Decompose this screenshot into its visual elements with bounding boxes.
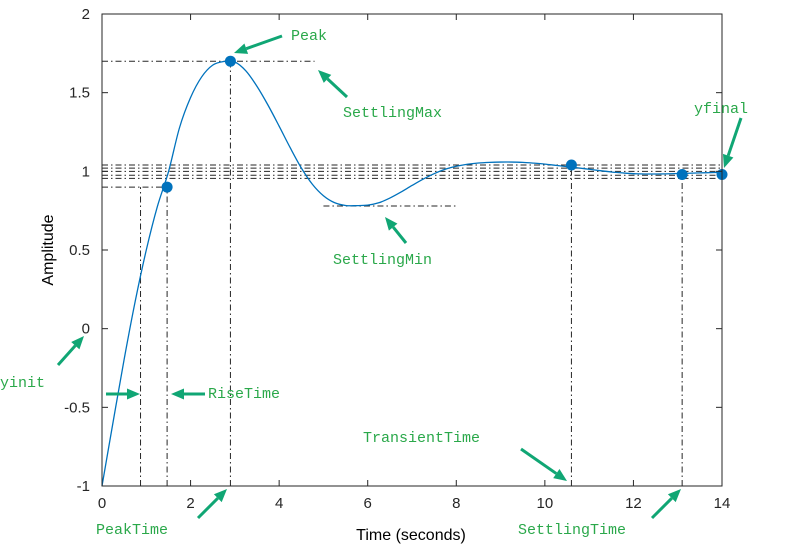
- transient-time-arrow-head: [553, 469, 567, 481]
- peak-time-arrow: [196, 489, 227, 520]
- settling-max-arrow: [318, 70, 349, 99]
- settling-time-arrow: [650, 489, 681, 520]
- peak-annotation: Peak: [291, 28, 327, 45]
- y-tick-label: -1: [77, 478, 90, 495]
- yfinal-arrow: [722, 117, 743, 168]
- settling-min-arrow-shaft: [392, 226, 408, 244]
- x-tick-label: 6: [364, 495, 372, 512]
- settling-max-arrow-head: [318, 70, 332, 83]
- axis-ticks: 0 2 4 6 8 10 12 14 -1 -0.5 0 0.5 1 1.5 2: [64, 6, 730, 512]
- yfinal-arrow-shaft: [726, 117, 743, 157]
- x-tick-label: 2: [186, 495, 194, 512]
- response-curve: [101, 60, 723, 487]
- rise-time-annotation: RiseTime: [208, 386, 280, 403]
- settling-max-arrow-shaft: [326, 77, 349, 99]
- rise-end-arrow: [171, 388, 205, 400]
- settling-min-arrow-head: [385, 217, 398, 231]
- y-tick-label: 1: [82, 163, 90, 180]
- settling-min-annotation: SettlingMin: [333, 252, 432, 269]
- marker-transient: [565, 159, 577, 171]
- y-tick-label: 0.5: [69, 242, 90, 259]
- y-tick-label: 1.5: [69, 85, 90, 102]
- yfinal-annotation: yfinal: [694, 101, 748, 118]
- yinit-annotation: yinit: [0, 375, 45, 392]
- characteristic-markers: [161, 55, 728, 193]
- peak-time-arrow-head: [213, 489, 227, 503]
- settling-max-annotation: SettlingMax: [343, 105, 442, 122]
- peak-arrow-head: [234, 43, 249, 54]
- transient-time-arrow: [520, 447, 567, 481]
- guide-lines: [102, 60, 722, 486]
- y-tick-label: 0: [82, 321, 90, 338]
- transient-time-arrow-shaft: [520, 447, 558, 475]
- settling-time-arrow-shaft: [650, 497, 673, 520]
- yinit-arrow-shaft: [56, 344, 77, 367]
- rise-end-arrow-head: [171, 388, 184, 400]
- rise-start-arrow-head: [127, 388, 140, 400]
- x-tick-label: 8: [452, 495, 460, 512]
- settling-time-arrow-head: [667, 489, 681, 503]
- x-tick-label: 10: [537, 495, 554, 512]
- y-tick-label: 2: [82, 6, 90, 23]
- x-tick-label: 14: [714, 495, 731, 512]
- marker-peak: [224, 55, 236, 67]
- y-axis-label: Amplitude: [40, 214, 57, 285]
- marker-settling: [676, 168, 688, 180]
- annotation-arrows: [56, 34, 743, 520]
- x-tick-label: 4: [275, 495, 283, 512]
- marker-rise-end: [161, 181, 173, 193]
- rise-start-arrow: [106, 388, 140, 400]
- settling-min-arrow: [385, 217, 408, 244]
- yinit-arrow: [56, 336, 84, 367]
- transient-time-annotation: TransientTime: [363, 430, 480, 447]
- peak-arrow: [234, 34, 283, 54]
- yfinal-arrow-head: [722, 153, 734, 168]
- x-tick-label: 12: [625, 495, 642, 512]
- peak-arrow-shaft: [245, 34, 283, 51]
- peak-time-arrow-shaft: [196, 497, 219, 520]
- peak-time-annotation: PeakTime: [96, 522, 168, 539]
- x-axis-label: Time (seconds): [356, 527, 466, 544]
- y-tick-label: -0.5: [64, 399, 90, 416]
- x-tick-label: 0: [98, 495, 106, 512]
- plot-frame: [101, 13, 723, 487]
- settling-time-annotation: SettlingTime: [518, 522, 626, 539]
- yinit-arrow-head: [71, 336, 84, 350]
